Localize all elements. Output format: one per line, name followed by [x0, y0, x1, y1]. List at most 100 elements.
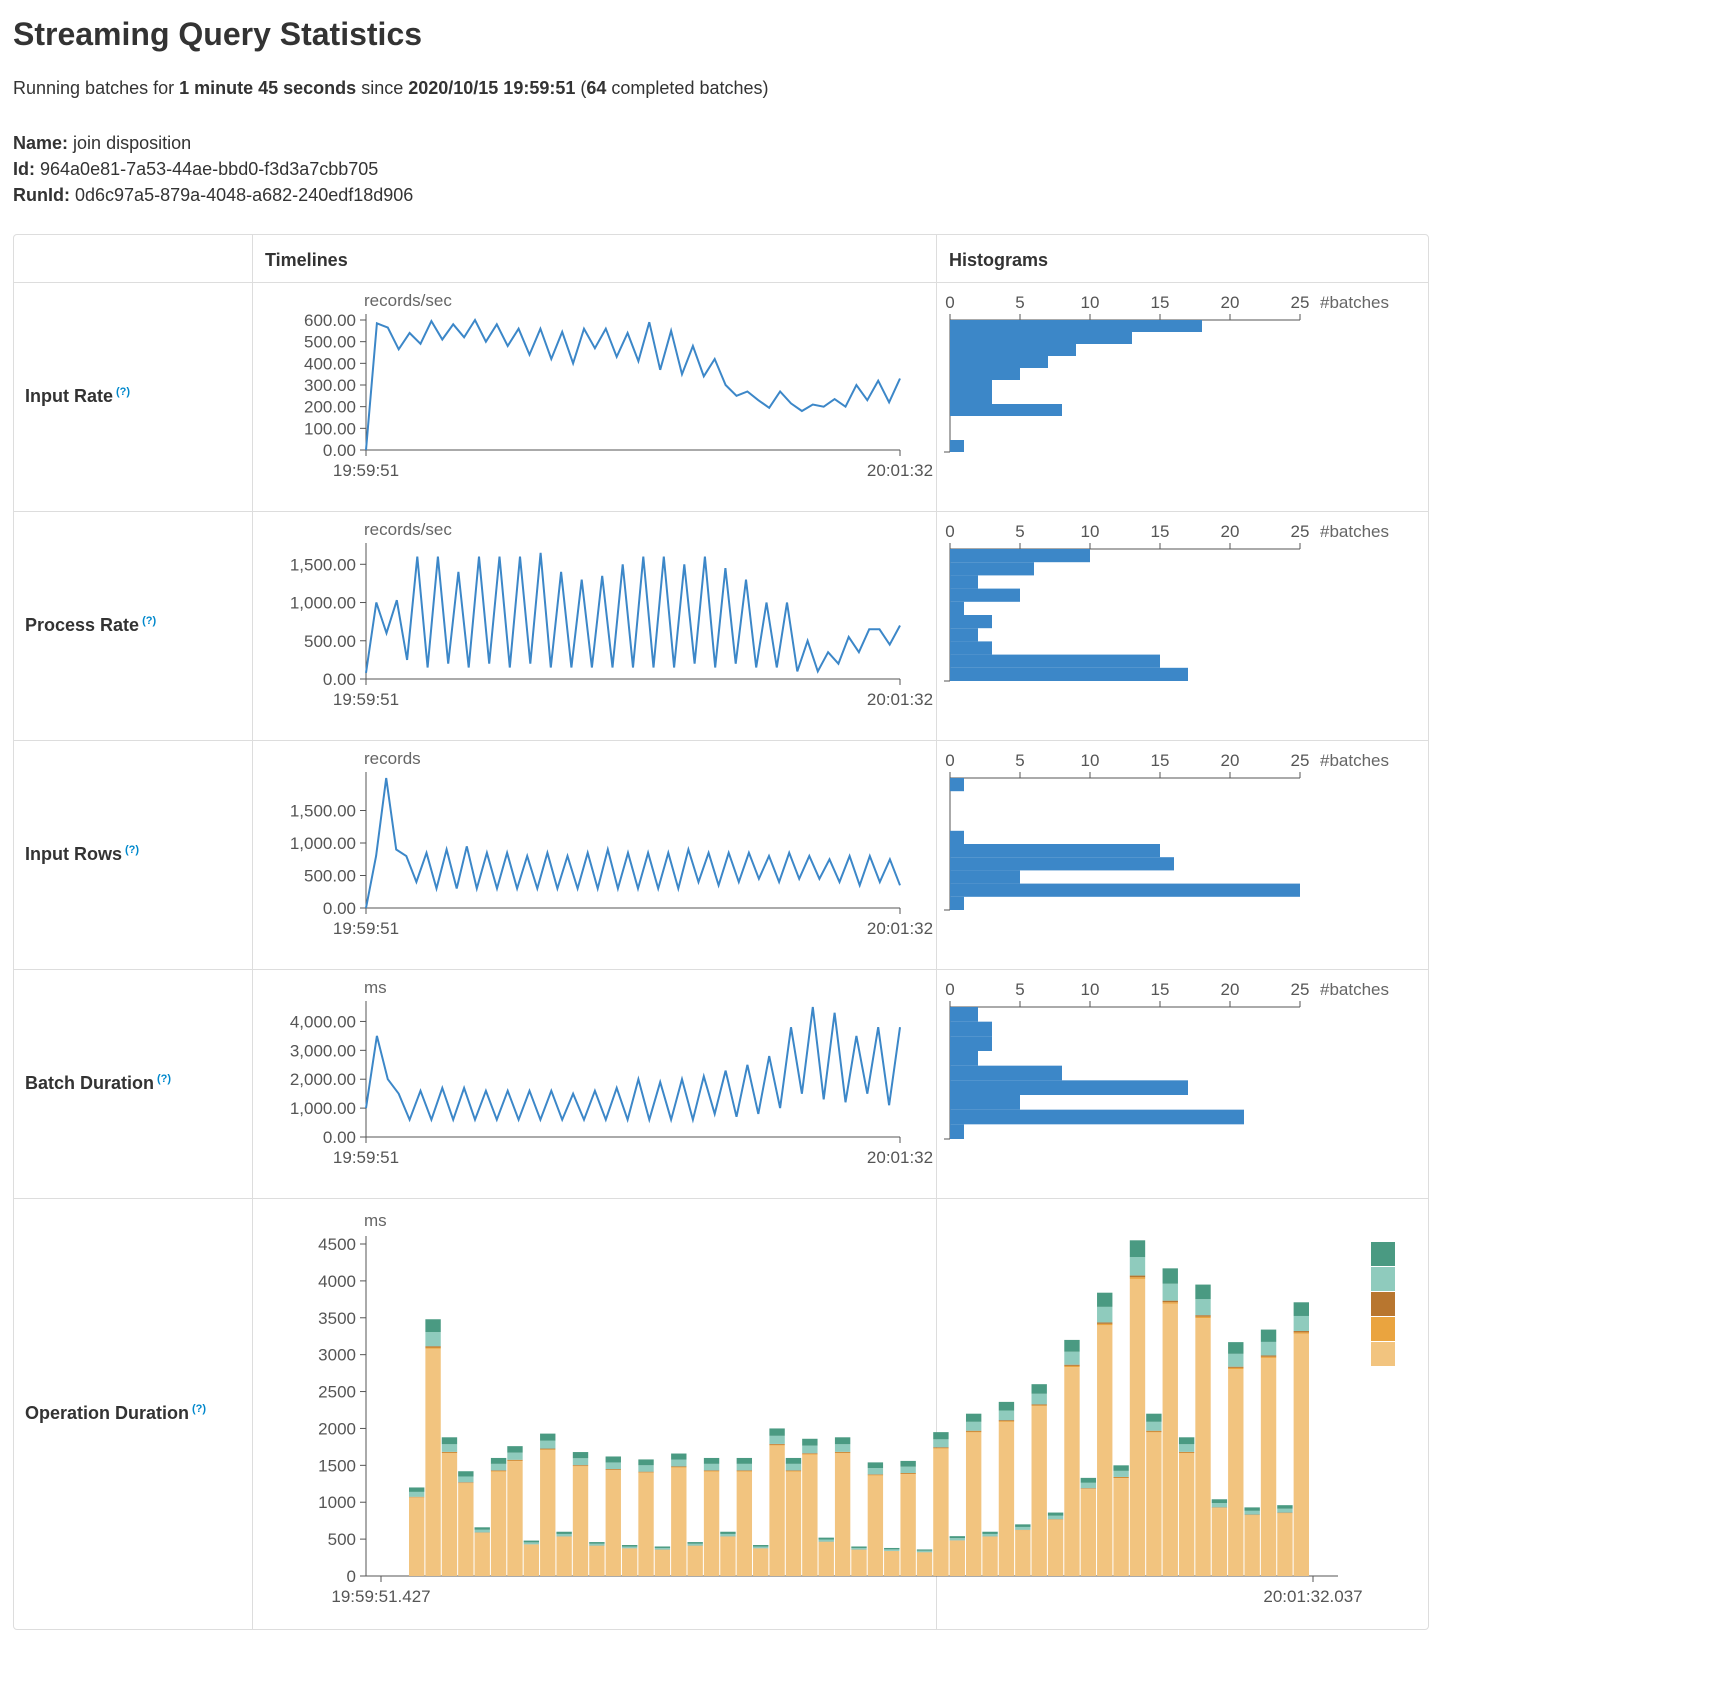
summary-duration: 1 minute 45 seconds — [179, 78, 357, 98]
axis-unit-label: records — [364, 749, 421, 768]
column-divider — [252, 235, 253, 1629]
row-divider — [14, 740, 1428, 741]
operation-duration-bar-segment — [867, 1468, 884, 1475]
histogram-x-tick-label: 20 — [1221, 980, 1240, 999]
operation-duration-bar-segment — [1260, 1329, 1277, 1342]
operation-duration-bar-segment — [490, 1470, 507, 1471]
operation-duration-bar-segment — [1146, 1421, 1162, 1431]
operation-duration-bar-segment — [1113, 1465, 1129, 1471]
operation-duration-bar-segment — [441, 1451, 458, 1453]
operation-duration-bar-segment — [1162, 1303, 1178, 1576]
operation-duration-bar-segment — [1080, 1477, 1097, 1483]
y-tick-label: 600.00 — [304, 311, 356, 330]
x-tick-label: 19:59:51 — [333, 1148, 399, 1167]
operation-duration-bar-segment — [458, 1483, 474, 1576]
operation-duration-bar-segment — [1064, 1351, 1080, 1365]
row-divider — [14, 511, 1428, 512]
operation-duration-bar-segment — [998, 1421, 1015, 1422]
histogram-bar — [950, 857, 1174, 871]
y-tick-label: 0.00 — [323, 1128, 356, 1147]
summary-since: 2020/10/15 19:59:51 — [408, 78, 576, 98]
operation-duration-bar-segment — [589, 1543, 605, 1546]
help-link-operation-duration[interactable]: (?) — [192, 1403, 207, 1415]
operation-duration-bar-segment — [540, 1448, 556, 1450]
y-tick-label: 1,000.00 — [290, 594, 356, 613]
operation-duration-bar-segment — [1228, 1366, 1244, 1368]
operation-duration-bar-segment — [916, 1550, 933, 1553]
help-link-input-rows[interactable]: (?) — [125, 844, 140, 856]
operation-duration-bar-segment — [1047, 1519, 1064, 1576]
operation-duration-bar-segment — [1097, 1322, 1113, 1324]
operation-duration-bar-segment — [589, 1542, 605, 1544]
operation-duration-bar-segment — [654, 1547, 671, 1550]
help-link-batch-duration[interactable]: (?) — [157, 1073, 172, 1085]
operation-duration-bar-segment — [867, 1474, 884, 1476]
operation-duration-bar-segment — [490, 1463, 507, 1471]
operation-duration-bar-segment — [703, 1471, 720, 1576]
histogram-bar — [950, 575, 978, 589]
histogram-x-tick-label: 10 — [1081, 751, 1100, 770]
operation-duration-bar-segment — [458, 1476, 474, 1483]
operation-duration-bar-segment — [753, 1545, 769, 1547]
operation-duration-bar-segment — [671, 1466, 687, 1468]
operation-duration-bar-segment — [671, 1467, 687, 1468]
query-name-value: join disposition — [73, 133, 192, 153]
x-tick-label: 20:01:32 — [867, 690, 933, 709]
operation-duration-bar-segment — [474, 1532, 490, 1576]
query-runid-label: RunId: — [13, 185, 70, 205]
histogram-unit-label: #batches — [1320, 751, 1389, 770]
histogram-bar — [950, 380, 992, 392]
operation-duration-bar-segment — [1146, 1430, 1162, 1432]
query-id-label: Id: — [13, 159, 35, 179]
operation-duration-bar-segment — [1277, 1505, 1293, 1509]
histogram-bar — [950, 601, 964, 615]
help-link-process-rate[interactable]: (?) — [142, 615, 157, 627]
help-link-input-rate[interactable]: (?) — [116, 386, 131, 398]
operation-duration-bar-segment — [965, 1432, 982, 1576]
operation-duration-bar-segment — [933, 1447, 949, 1449]
histogram-bar — [950, 549, 1090, 563]
operation-duration-bar-segment — [490, 1471, 507, 1576]
operation-duration-bar-segment — [1047, 1512, 1064, 1516]
histogram-bar — [950, 883, 1300, 897]
operation-duration-bar-segment — [687, 1545, 703, 1576]
operation-duration-bar-segment — [621, 1546, 638, 1549]
histogram-x-tick-label: 5 — [1015, 751, 1024, 770]
operation-duration-bar-segment — [769, 1443, 785, 1445]
operation-duration-bar-segment — [458, 1471, 474, 1477]
operation-duration-bar-segment — [818, 1537, 834, 1540]
operation-duration-bar-segment — [507, 1460, 523, 1462]
histogram-bar — [950, 778, 964, 792]
operation-duration-bar-segment — [1097, 1325, 1113, 1576]
query-runid: RunId: 0d6c97a5-879a-4048-a682-240edf18d… — [13, 182, 413, 208]
histogram-bar — [950, 1021, 992, 1037]
y-tick-label: 2500 — [318, 1383, 356, 1402]
histogram-bar — [950, 344, 1076, 356]
operation-duration-bar-segment — [900, 1474, 916, 1576]
operation-duration-bar-segment — [441, 1437, 458, 1445]
operation-duration-bar-segment — [785, 1463, 802, 1471]
timeline-series-line — [365, 1006, 901, 1124]
operation-duration-bar-segment — [785, 1457, 802, 1464]
operation-duration-bar-segment — [425, 1348, 441, 1576]
operation-duration-bar-segment — [851, 1549, 867, 1576]
operation-duration-bar-segment — [1031, 1393, 1047, 1405]
operation-duration-bar-segment — [884, 1551, 900, 1576]
operation-duration-bar-segment — [1015, 1524, 1031, 1527]
y-tick-label: 3500 — [318, 1309, 356, 1328]
row-divider — [14, 969, 1428, 970]
summary-suffix: completed batches) — [606, 78, 769, 98]
histogram-x-tick-label: 20 — [1221, 522, 1240, 541]
operation-duration-bar-segment — [736, 1457, 753, 1464]
query-name: Name: join disposition — [13, 130, 413, 156]
y-tick-label: 3000 — [318, 1346, 356, 1365]
operation-duration-bar-segment — [1260, 1356, 1277, 1358]
x-tick-label: 19:59:51 — [333, 461, 399, 480]
operation-duration-bar-segment — [736, 1470, 753, 1471]
operation-duration-bar-segment — [703, 1463, 720, 1471]
operation-duration-bar-segment — [638, 1465, 654, 1472]
operation-duration-bar-segment — [638, 1472, 654, 1473]
histogram-bar — [950, 440, 964, 452]
operation-duration-bar-segment — [507, 1461, 523, 1576]
operation-duration-bar-segment — [523, 1540, 540, 1543]
